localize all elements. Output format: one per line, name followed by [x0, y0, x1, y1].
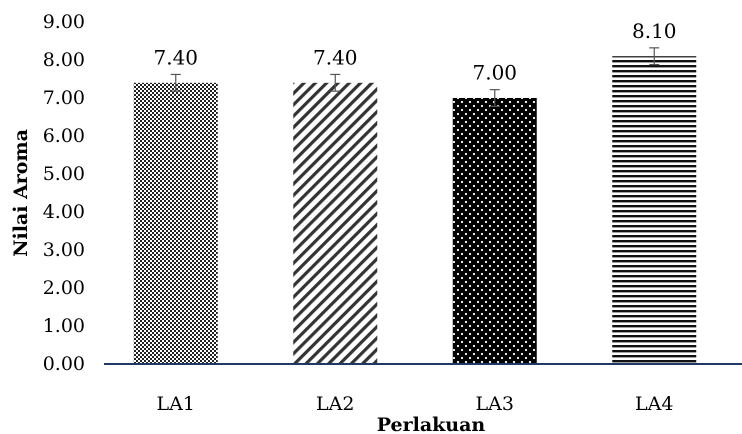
- data-labels: 7.40 7.40 7.00 8.10: [153, 19, 676, 85]
- y-axis-title: Nilai Aroma: [10, 129, 32, 257]
- x-axis-ticks: LA1 LA2 LA3 LA4: [157, 393, 674, 415]
- error-bar: [489, 89, 500, 107]
- y-tick-label: 1.00: [43, 315, 85, 337]
- y-tick-label: 2.00: [43, 277, 85, 299]
- data-label: 8.10: [632, 19, 677, 43]
- y-tick-label: 5.00: [43, 163, 85, 185]
- data-label: 7.00: [472, 61, 517, 85]
- x-axis-title: Perlakuan: [377, 414, 486, 434]
- data-label: 7.40: [313, 45, 358, 69]
- data-label: 7.40: [153, 45, 198, 69]
- y-tick-label: 3.00: [43, 239, 85, 261]
- y-tick-label: 9.00: [43, 11, 85, 33]
- error-bar: [170, 73, 181, 92]
- y-tick-label: 8.00: [43, 49, 85, 71]
- bar-la4: [612, 56, 697, 364]
- y-axis-ticks: 0.00 1.00 2.00 3.00 4.00 5.00 6.00 7.00 8.00 9.00: [43, 11, 85, 375]
- y-tick-label: 6.00: [43, 125, 85, 147]
- bar-la3: [452, 98, 537, 364]
- error-bars: [170, 47, 660, 107]
- x-tick-label: LA2: [316, 393, 354, 415]
- y-tick-label: 7.00: [43, 87, 85, 109]
- error-bar: [649, 47, 660, 66]
- bars: [133, 56, 697, 365]
- bar-la2: [293, 82, 378, 365]
- y-tick-label: 0.00: [43, 353, 85, 375]
- x-tick-label: LA4: [635, 393, 673, 415]
- x-tick-label: LA3: [476, 393, 514, 415]
- y-tick-label: 4.00: [43, 201, 85, 223]
- x-tick-label: LA1: [157, 393, 195, 415]
- error-bar: [330, 73, 341, 92]
- bar-la1: [133, 82, 218, 365]
